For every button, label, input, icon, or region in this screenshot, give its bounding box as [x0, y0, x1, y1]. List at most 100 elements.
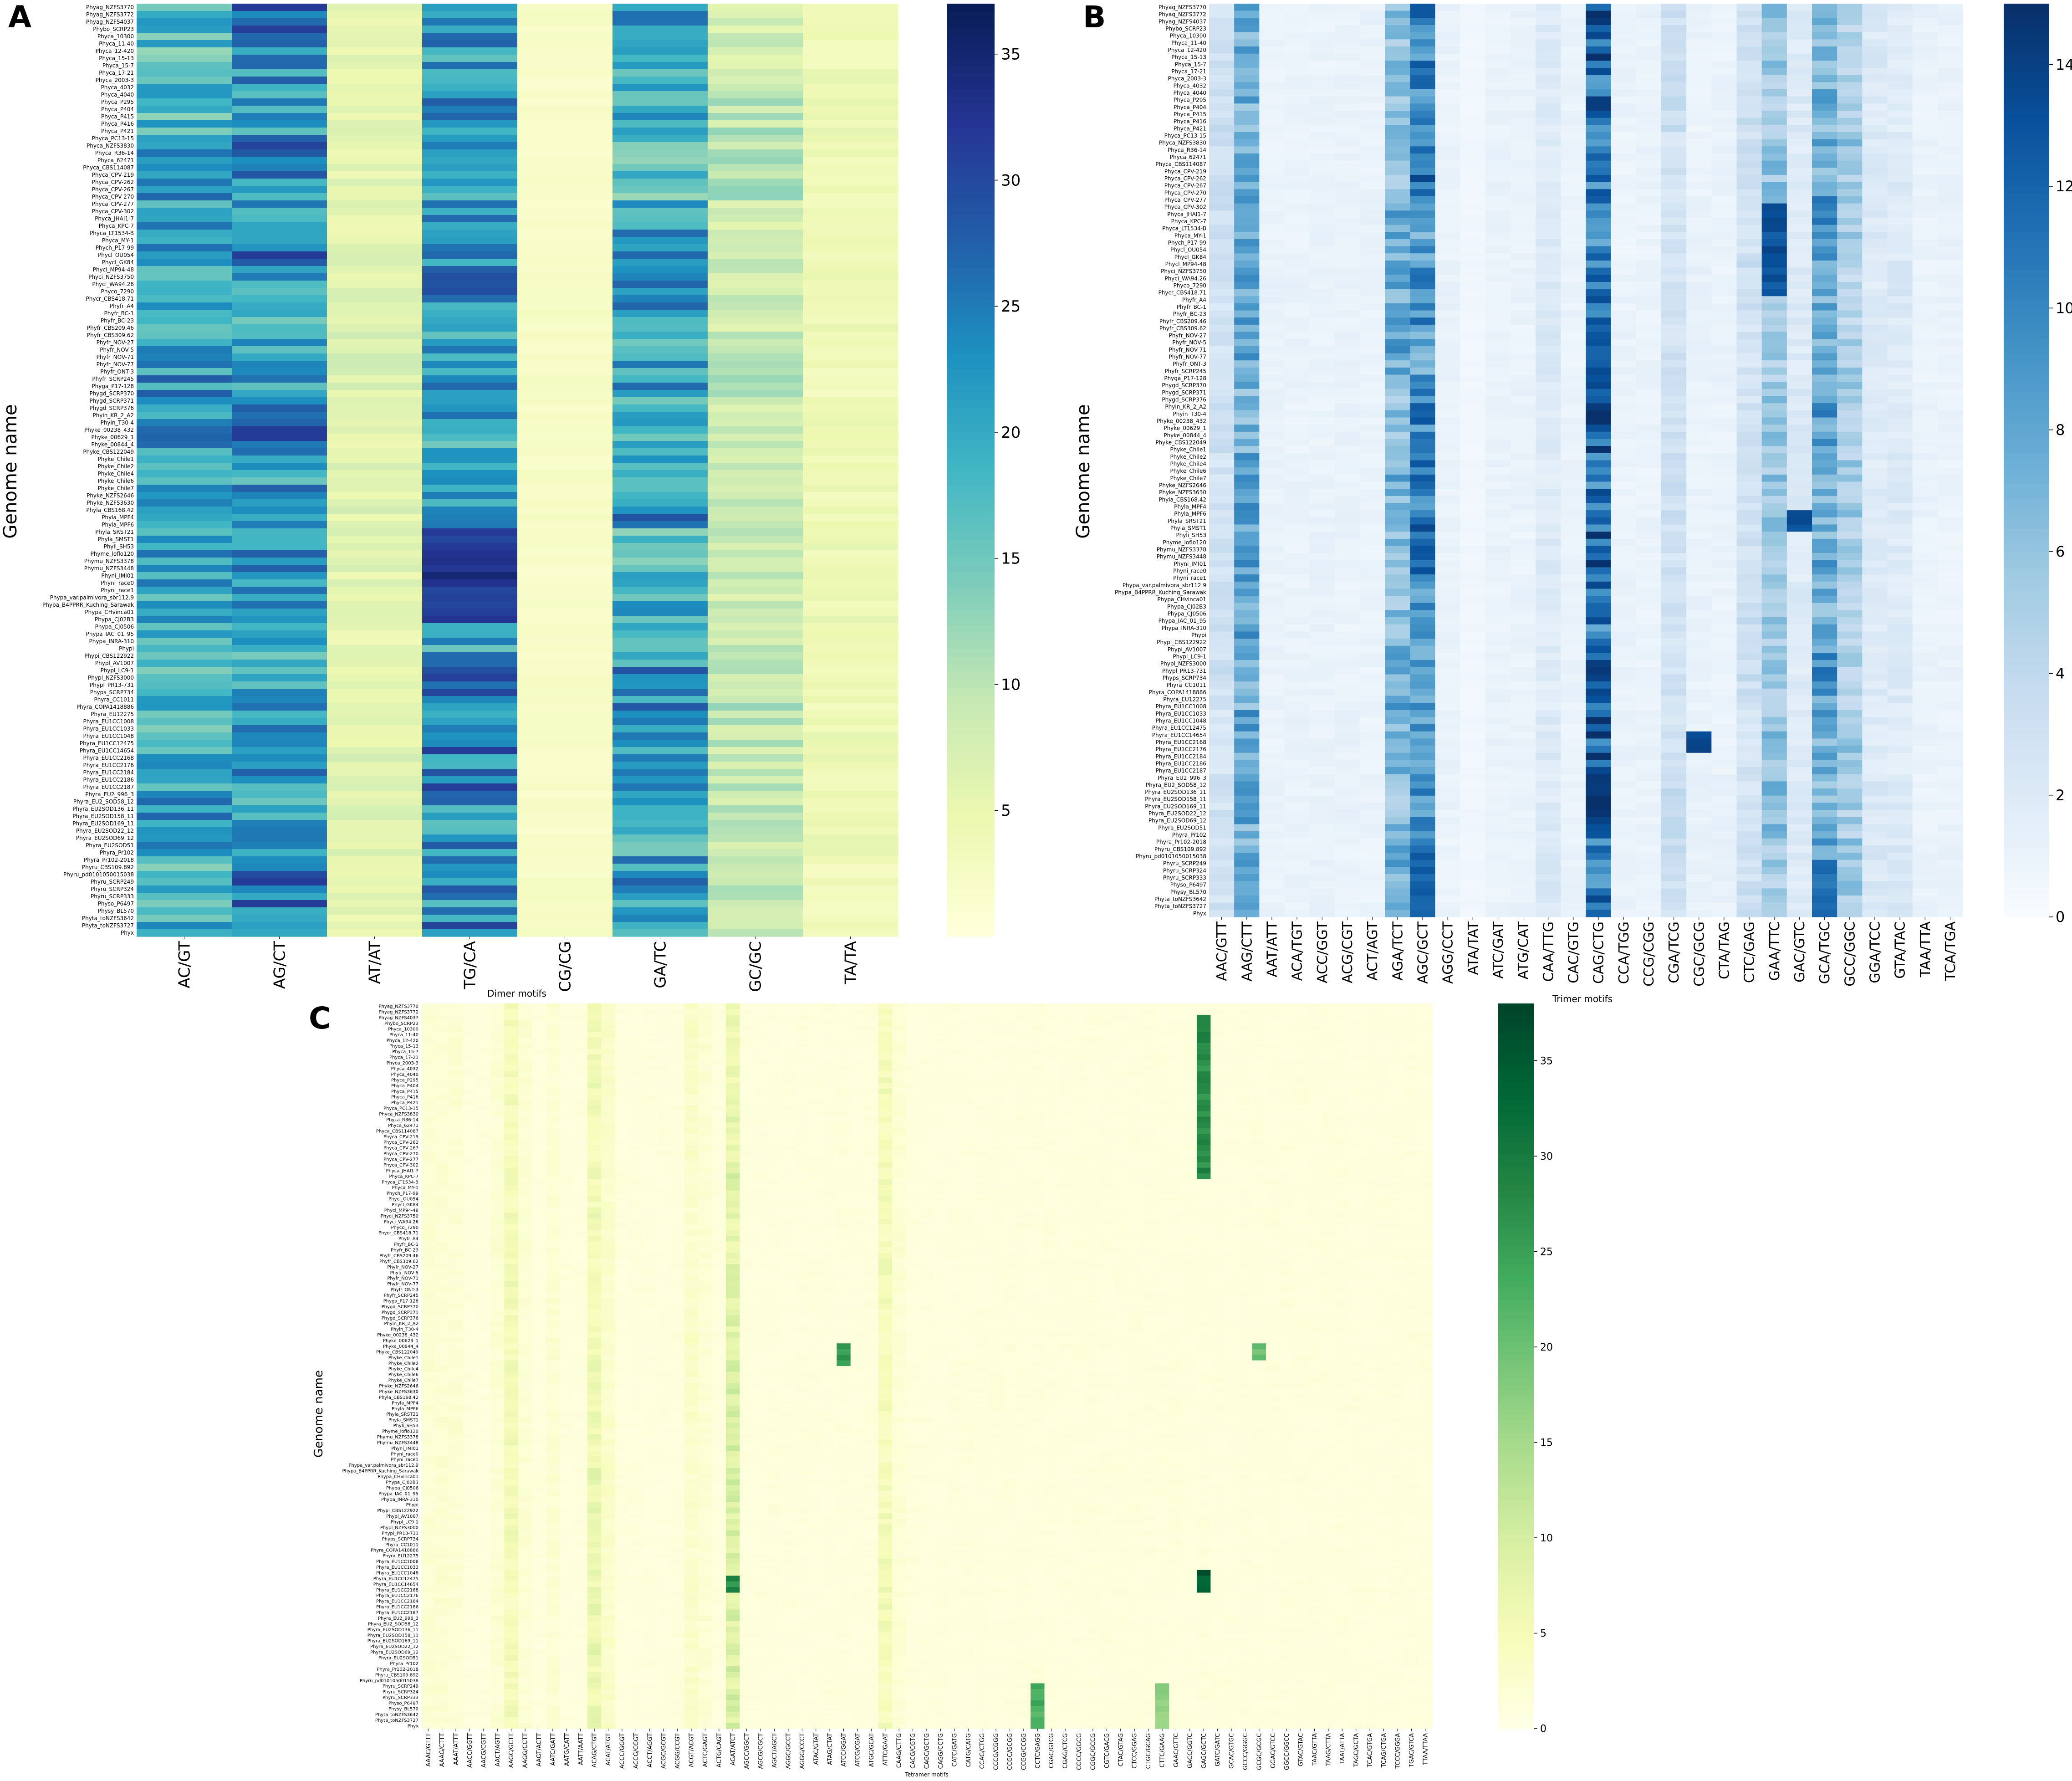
panel-b-cell	[1561, 246, 1587, 254]
panel-b-cell	[1536, 146, 1561, 154]
panel-b-cell	[1410, 232, 1436, 240]
panel-a-cell	[422, 47, 518, 55]
panel-b-cell	[1561, 760, 1587, 768]
panel-b-cell	[1511, 774, 1536, 782]
panel-b-cell	[1485, 267, 1511, 275]
panel-b-cell	[1636, 546, 1662, 553]
panel-a-cell	[422, 98, 518, 106]
panel-b-cell	[1887, 517, 1913, 525]
panel-b-cell	[1511, 731, 1536, 739]
panel-b-cell	[1786, 374, 1812, 382]
panel-a-colorbar-segment	[947, 524, 995, 533]
panel-b-cell	[1435, 724, 1461, 732]
panel-b-cell	[1536, 168, 1561, 175]
panel-b-cell	[1511, 596, 1536, 604]
panel-b-cell	[1385, 824, 1410, 832]
panel-a-colorbar-segment	[947, 167, 995, 175]
panel-b-cell	[1837, 639, 1863, 646]
panel-b-cell	[1536, 53, 1561, 61]
panel-b-cell	[1786, 203, 1812, 211]
panel-b-cell	[1837, 503, 1863, 511]
panel-a-cell	[708, 69, 803, 77]
panel-a-cell	[232, 834, 327, 842]
panel-a-cell	[612, 186, 708, 194]
panel-b-cell	[1611, 538, 1637, 547]
panel-b-cell	[1686, 346, 1712, 354]
panel-b-cell	[1360, 460, 1385, 468]
panel-b-cell	[1209, 496, 1235, 504]
panel-b-cell	[1586, 125, 1612, 133]
panel-b-cell	[1912, 845, 1938, 853]
panel-b-cell	[1309, 67, 1335, 76]
panel-b-cell	[1636, 339, 1662, 347]
panel-b-cell	[1561, 396, 1587, 404]
panel-b-cell	[1761, 645, 1787, 654]
panel-b-cell	[1761, 32, 1787, 40]
panel-b-cell	[1736, 39, 1762, 47]
panel-b-cell	[1912, 781, 1938, 789]
panel-a-colorbar-segment	[947, 578, 995, 587]
panel-b-cell	[1761, 746, 1787, 753]
panel-b-cell	[1511, 817, 1536, 824]
panel-b-cell	[1912, 696, 1938, 703]
panel-a-cell	[612, 215, 708, 223]
panel-b-cell	[1385, 760, 1410, 768]
panel-b-cell	[1837, 645, 1863, 654]
panel-a-row-label: Phyra_EU2SOD51	[86, 842, 134, 849]
panel-b-cell	[1711, 874, 1737, 882]
panel-b-cell	[1812, 510, 1837, 518]
panel-a-cell	[612, 62, 708, 70]
panel-b-cell	[1786, 10, 1812, 18]
panel-a-cell	[232, 922, 327, 930]
panel-b-cell	[1711, 703, 1737, 711]
panel-b-cell	[1385, 874, 1410, 882]
panel-b-cell	[1837, 18, 1863, 26]
panel-b-cell	[1561, 810, 1587, 818]
panel-b-cell	[1209, 225, 1235, 232]
panel-b-cell	[1234, 603, 1260, 611]
panel-a-cell	[803, 798, 898, 806]
panel-b-cell	[1334, 439, 1360, 446]
panel-a-row-label: Phyla_CBS168.42	[86, 507, 134, 513]
panel-a-cell	[612, 310, 708, 317]
panel-a-cell	[708, 834, 803, 842]
panel-b-cell	[1636, 110, 1662, 118]
panel-b-cell	[1309, 817, 1335, 824]
panel-b-cell	[1636, 367, 1662, 375]
panel-b-cell	[1209, 703, 1235, 711]
panel-b-cell	[1309, 681, 1335, 689]
panel-a-cell	[232, 4, 327, 11]
panel-b-cell	[1410, 517, 1436, 525]
panel-b-cell	[1837, 560, 1863, 568]
panel-b-cell	[1912, 532, 1938, 539]
panel-b-cell	[1661, 874, 1687, 882]
panel-b-cell	[1284, 474, 1310, 482]
panel-b-cell	[1786, 239, 1812, 247]
panel-b-cell	[1460, 824, 1486, 832]
panel-a-cell	[708, 842, 803, 850]
panel-b-cell	[1334, 645, 1360, 654]
panel-b-cell	[1711, 645, 1737, 654]
panel-b-cell	[1586, 831, 1612, 839]
panel-b-cell	[1786, 310, 1812, 318]
panel-b-cell	[1561, 731, 1587, 739]
panel-b-cell	[1786, 639, 1812, 646]
panel-b-cell	[1711, 567, 1737, 575]
panel-b-cell	[1912, 10, 1938, 18]
panel-b-cell	[1334, 831, 1360, 839]
panel-b-cell	[1334, 510, 1360, 518]
panel-b-cell	[1862, 631, 1888, 639]
panel-a-cell	[612, 404, 708, 412]
panel-b-cell	[1586, 467, 1612, 475]
panel-b-cell	[1786, 474, 1812, 482]
panel-b-cell	[1536, 10, 1561, 18]
panel-a-cell	[327, 871, 423, 879]
panel-b-cell	[1586, 853, 1612, 860]
panel-b-cell	[1837, 182, 1863, 189]
panel-b-cell	[1761, 788, 1787, 796]
panel-a-row-label: Phyra_EU2SOD158_11	[72, 813, 134, 819]
panel-b-cell	[1786, 303, 1812, 311]
panel-b-cell	[1485, 75, 1511, 82]
panel-b-cell	[1536, 281, 1561, 290]
panel-b-cell	[1209, 410, 1235, 418]
